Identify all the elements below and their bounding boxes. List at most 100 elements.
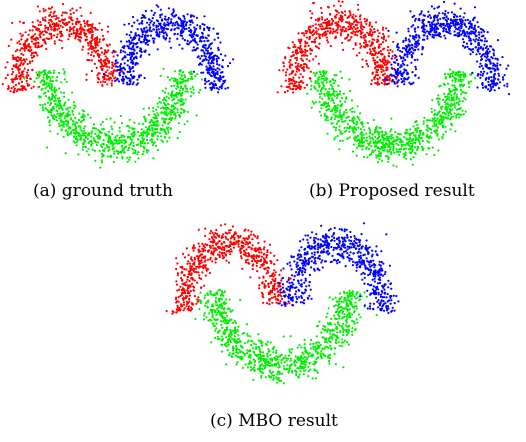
green-point (437, 149, 440, 152)
blue-point (455, 20, 458, 23)
blue-point (400, 72, 403, 75)
red-point (324, 22, 327, 25)
red-point (264, 267, 267, 270)
red-point (69, 9, 72, 12)
red-point (75, 9, 78, 12)
blue-point (445, 28, 448, 31)
blue-point (497, 87, 501, 90)
blue-point (148, 27, 151, 31)
blue-point (191, 14, 194, 17)
green-point (411, 142, 414, 145)
green-point (435, 128, 438, 132)
red-point (228, 243, 231, 246)
green-point (420, 136, 423, 139)
green-point (387, 135, 390, 138)
green-point (376, 155, 380, 158)
blue-point (207, 39, 210, 42)
green-point (356, 115, 359, 118)
red-point (353, 33, 357, 36)
red-point (71, 22, 74, 26)
green-point (47, 71, 50, 74)
green-point (46, 146, 49, 149)
green-point (194, 75, 197, 78)
blue-point (485, 65, 488, 69)
green-point (342, 92, 345, 95)
green-point (306, 92, 309, 95)
green-point (323, 94, 326, 97)
blue-point (491, 67, 494, 70)
red-point (286, 89, 289, 92)
green-point (103, 147, 107, 150)
blue-point (456, 34, 459, 38)
green-point (41, 106, 44, 109)
blue-point (434, 31, 437, 34)
blue-point (422, 46, 425, 49)
green-point (61, 108, 64, 111)
green-point (341, 103, 344, 106)
red-point (30, 54, 33, 57)
blue-point (191, 33, 194, 36)
red-point (227, 261, 231, 264)
green-point (51, 115, 54, 118)
blue-point (181, 37, 184, 40)
blue-point (204, 86, 207, 89)
green-point (378, 131, 381, 134)
red-point (228, 229, 231, 232)
red-point (95, 66, 98, 69)
blue-point (404, 78, 407, 81)
red-point (18, 20, 21, 23)
red-point (183, 274, 186, 277)
green-point (326, 119, 330, 122)
blue-point (394, 68, 397, 72)
red-point (85, 35, 88, 38)
green-point (43, 103, 47, 106)
red-point (277, 293, 280, 296)
green-point (80, 130, 83, 133)
blue-point (394, 61, 397, 64)
blue-point (468, 22, 471, 25)
blue-point (161, 29, 164, 32)
red-point (90, 51, 94, 54)
red-point (188, 300, 191, 303)
red-point (309, 52, 312, 56)
green-point (57, 104, 60, 107)
red-point (95, 41, 98, 44)
green-point (165, 95, 168, 98)
red-point (312, 1, 316, 4)
green-point (326, 116, 329, 119)
red-point (347, 25, 350, 28)
red-point (332, 4, 335, 7)
green-point (170, 104, 173, 107)
red-point (295, 59, 298, 62)
green-point (91, 142, 94, 145)
red-point (22, 75, 25, 78)
red-point (42, 10, 46, 13)
green-point (319, 89, 322, 93)
green-point (144, 131, 147, 134)
blue-point (206, 49, 209, 53)
green-point (49, 102, 53, 105)
blue-point (456, 28, 459, 31)
blue-point (116, 54, 119, 57)
blue-point (423, 38, 426, 41)
green-point (174, 102, 177, 105)
green-point (142, 130, 145, 133)
green-point (333, 106, 336, 109)
blue-point (423, 14, 426, 17)
blue-point (466, 45, 469, 49)
green-point (169, 127, 172, 130)
blue-point (442, 0, 446, 3)
green-point (337, 120, 340, 123)
blue-point (203, 52, 206, 55)
green-point (345, 96, 348, 99)
blue-point (188, 26, 191, 29)
blue-point (462, 16, 465, 19)
green-point (118, 139, 121, 142)
green-point (339, 70, 342, 73)
blue-point (408, 81, 411, 84)
green-point (144, 118, 147, 121)
blue-point (166, 21, 169, 24)
blue-point (148, 23, 151, 26)
red-point (20, 38, 23, 41)
red-point (258, 251, 261, 254)
